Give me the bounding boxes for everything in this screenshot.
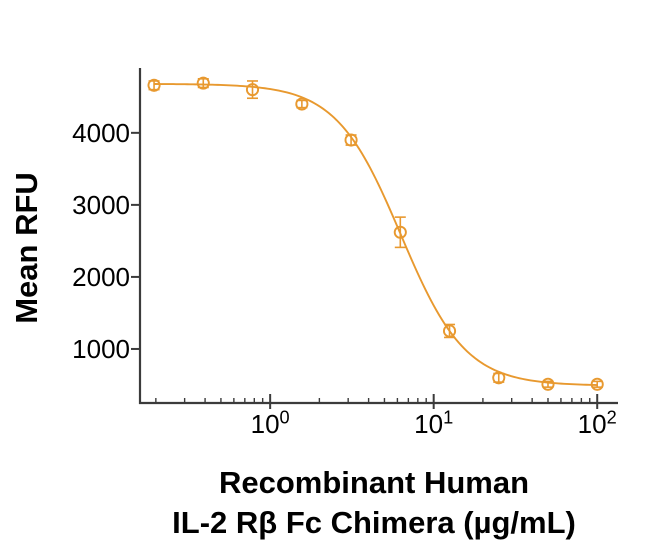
data-points-group [147,76,604,391]
data-point-marker [541,377,555,391]
data-point-marker [147,78,161,92]
x-tick-label: 102 [577,407,617,439]
data-point-marker [295,97,309,111]
fit-curve [154,83,598,386]
data-point-marker [442,324,457,338]
axis-ticks [131,131,599,409]
y-tick-label: 4000 [72,117,130,148]
fit-curve-group [154,83,598,386]
data-point-marker [590,377,604,391]
x-axis-title: Recombinant Human IL-2 Rβ Fc Chimera (µg… [100,463,648,543]
y-tick-label: 2000 [72,261,130,292]
error-bars-group [148,78,603,388]
x-axis-title-line2: IL-2 Rβ Fc Chimera (µg/mL) [172,505,576,540]
x-tick-label: 100 [250,407,290,439]
data-point-marker [245,83,260,97]
data-point-marker [344,133,358,147]
x-axis-title-line1: Recombinant Human [218,465,530,500]
y-tick-label: 1000 [72,333,130,364]
y-tick-label: 3000 [72,189,130,220]
data-point-marker [196,76,210,90]
axes [138,68,618,405]
x-tick-label: 101 [414,407,454,439]
data-point-marker [393,225,407,239]
data-point-marker [492,371,506,385]
